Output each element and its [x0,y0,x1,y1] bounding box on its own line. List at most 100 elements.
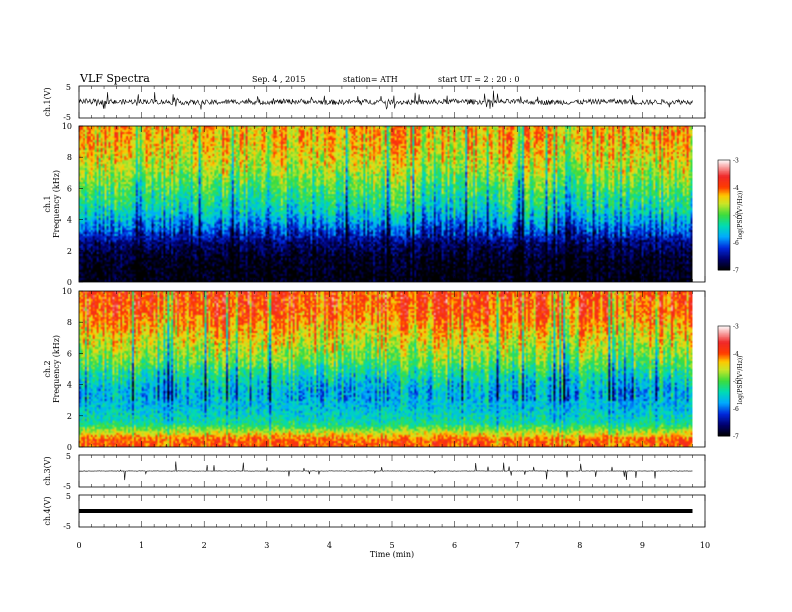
colorbar-swatch [718,264,730,267]
colorbar-swatch [718,256,730,259]
colorbar-swatch [718,217,730,220]
colorbar-swatch [718,331,730,334]
colorbar-swatch [718,182,730,184]
colorbar-swatch [718,385,730,387]
freq-tick-label: 8 [67,153,72,162]
colorbar-swatch [718,219,730,221]
colorbar-swatch [718,176,730,179]
colorbar-swatch [718,183,730,186]
colorbar-swatch [718,204,730,206]
colorbar-swatch [718,396,730,398]
colorbar-swatch [718,243,730,246]
spectrogram-image [79,126,693,282]
colorbar-swatch [718,330,730,332]
colorbar-swatch [718,180,730,183]
colorbar-swatch [718,332,730,335]
colorbar-swatch [718,326,730,328]
colorbar-swatch [718,208,730,210]
ch4-ytick-top: 5 [66,492,71,501]
x-tick-label: 3 [264,541,269,550]
colorbar-swatch [718,354,730,357]
colorbar-swatch [718,379,730,382]
colorbar-swatch [718,327,730,330]
colorbar-swatch [718,193,730,195]
ch4-waveform-ylabel: ch.4(V) [43,496,52,525]
colorbar-swatch [718,434,730,437]
colorbar-swatch [718,261,730,264]
ch2-spectrogram-ylabel-channel: ch.2 [43,360,52,377]
colorbar-tick-label: -3 [733,158,739,165]
colorbar-tick-label: -7 [733,434,739,441]
colorbar-swatch [718,427,730,430]
colorbar-swatch [718,224,730,227]
ch3-waveform-trace [78,461,693,481]
colorbar-swatch [718,250,730,253]
ch1-ytick-bottom: -5 [63,113,71,122]
colorbar-swatch [718,409,730,412]
colorbar-swatch [718,433,730,436]
colorbar-swatch [718,363,730,365]
date-label: Sep. 4 , 2015 [252,75,306,84]
colorbar-swatch [718,397,730,400]
colorbar-swatch [718,400,730,403]
colorbar-swatch [718,166,730,169]
colorbar-swatch [718,254,730,257]
freq-tick-label: 6 [67,349,72,358]
ch1-ytick-top: 5 [66,83,71,92]
colorbar-swatch [718,165,730,168]
waveform-line [78,90,693,110]
colorbar-swatch [718,371,730,374]
colorbar-swatch [718,177,730,180]
colorbar-swatch [718,249,730,252]
colorbar-swatch [718,205,730,208]
colorbar-tick-label: -6 [733,406,739,413]
colorbar-swatch [718,194,730,197]
colorbar-swatch [718,345,730,348]
colorbar-frame [717,159,731,271]
colorbar-swatch [718,403,730,405]
colorbar-tick-label: -4 [733,185,739,192]
colorbar-swatch [718,231,730,234]
colorbar-swatch [718,228,730,231]
colorbar-swatch [718,215,730,217]
colorbar-swatch [718,422,730,425]
colorbar-swatch [718,365,730,368]
x-tick-label: 0 [76,541,81,550]
colorbar-swatch [718,372,730,375]
x-tick-label: 8 [577,541,582,550]
x-axis-ticks: 0 1 2 3 4 5 6 7 8 9 10 [76,541,710,550]
colorbar-swatch [718,350,730,353]
freq-tick-label: 2 [67,247,72,256]
freq-tick-label: 4 [67,216,72,225]
freq-tick-label: 6 [67,184,72,193]
colorbar-swatch [718,426,730,429]
colorbar-frame [717,325,731,437]
ch3-ytick-bottom: -5 [63,482,71,491]
colorbar-tick-label: -5 [733,213,739,220]
colorbar-swatch [718,328,730,331]
x-tick-label: 4 [327,541,332,550]
colorbar-swatch [718,235,730,238]
colorbar-swatch [718,257,730,260]
colorbar-swatch [718,338,730,341]
colorbar-swatch [718,419,730,422]
colorbar-swatch [718,368,730,371]
colorbar-swatch [718,239,730,242]
colorbar-swatch [718,408,730,411]
colorbar-swatch [718,430,730,433]
colorbar-swatch [718,361,730,364]
colorbar-swatch [718,389,730,392]
ch1-colorbar: -3 -4 -5 -6 -7 [717,158,739,275]
colorbar-swatch [718,162,730,165]
colorbar-swatch [718,339,730,342]
ch2-spectrogram-ylabel: Frequency (kHz) [52,335,61,403]
colorbar-swatch [718,223,730,226]
colorbar-tick-label: -6 [733,240,739,247]
colorbar-swatch [718,198,730,201]
colorbar-swatch [718,387,730,390]
ch2-spectrogram-panel [79,291,705,447]
ch1-spectrogram-ylabel-channel: ch.1 [43,195,52,212]
colorbar-swatch [718,353,730,356]
freq-tick-label: 10 [62,287,72,296]
colorbar-swatch [718,414,730,416]
